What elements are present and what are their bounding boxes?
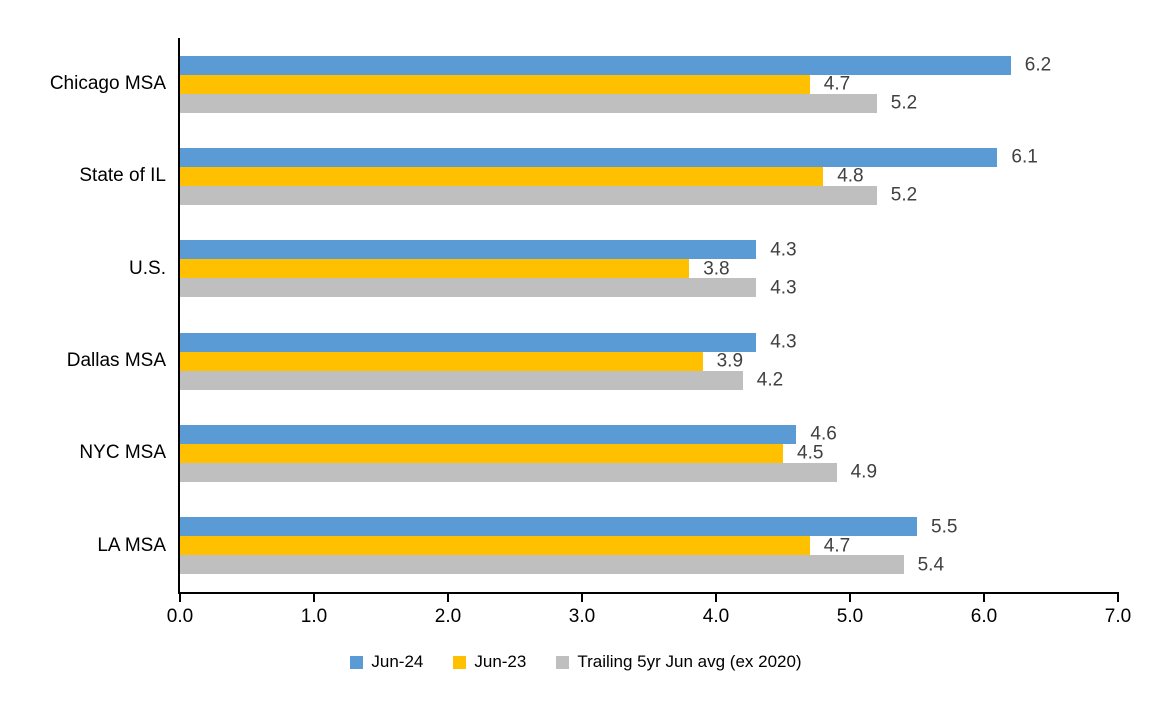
bar-row: 4.7 xyxy=(180,73,1118,95)
legend-item-jun-24: Jun-24 xyxy=(350,652,423,672)
bar-group-chicago-msa: 6.2 4.7 5.2 xyxy=(180,38,1118,130)
bar-row: 4.2 xyxy=(180,369,1118,391)
bar-row: 5.4 xyxy=(180,554,1118,576)
bar-jun-24-state-of-il xyxy=(180,147,998,167)
legend-label-trailing-5yr-jun-avg-ex-2020: Trailing 5yr Jun avg (ex 2020) xyxy=(577,652,802,671)
bar-trailing-5yr-jun-avg-ex-2020-state-of-il xyxy=(180,185,877,205)
data-label-jun-23-la-msa: 4.7 xyxy=(823,535,851,557)
category-label-nyc-msa: NYC MSA xyxy=(79,442,166,464)
data-label-jun-23-nyc-msa: 4.5 xyxy=(797,442,824,464)
category-label-la-msa: LA MSA xyxy=(97,534,166,556)
legend-label-jun-23: Jun-23 xyxy=(474,652,527,671)
bar-row: 4.7 xyxy=(180,535,1118,557)
x-axis-line xyxy=(178,592,1119,594)
bar-trailing-5yr-jun-avg-ex-2020-chicago-msa xyxy=(180,93,877,113)
bar-row: 4.5 xyxy=(180,442,1118,464)
x-tick-7-0 xyxy=(1117,594,1119,602)
bar-group-la-msa: 5.5 4.7 5.4 xyxy=(180,500,1118,592)
x-tick-label-4-0: 4.0 xyxy=(702,606,730,627)
bar-jun-23-u-s xyxy=(180,259,690,279)
bar-group-state-of-il: 6.1 4.8 5.2 xyxy=(180,130,1118,222)
data-label-trailing-5yr-jun-avg-ex-2020-la-msa: 5.4 xyxy=(917,554,945,576)
bar-trailing-5yr-jun-avg-ex-2020-dallas-msa xyxy=(180,370,743,390)
legend-swatch-icon xyxy=(453,655,467,669)
bar-jun-24-dallas-msa xyxy=(180,332,757,352)
bar-jun-23-nyc-msa xyxy=(180,443,783,463)
x-tick-label-1-0: 1.0 xyxy=(300,606,328,627)
data-label-trailing-5yr-jun-avg-ex-2020-chicago-msa: 5.2 xyxy=(890,92,918,114)
data-label-jun-24-dallas-msa: 4.3 xyxy=(770,331,797,353)
legend-swatch-icon xyxy=(556,655,570,669)
x-tick-label-7-0: 7.0 xyxy=(1104,606,1132,627)
x-tick-3-0 xyxy=(581,594,583,602)
data-label-jun-23-state-of-il: 4.8 xyxy=(837,165,864,187)
y-axis-line xyxy=(178,38,180,594)
bar-group-u-s: 4.3 3.8 4.3 xyxy=(180,223,1118,315)
data-label-jun-24-la-msa: 5.5 xyxy=(931,516,958,538)
bar-row: 4.9 xyxy=(180,461,1118,483)
data-label-trailing-5yr-jun-avg-ex-2020-nyc-msa: 4.9 xyxy=(850,461,878,483)
bar-jun-23-dallas-msa xyxy=(180,351,703,371)
bar-row: 4.3 xyxy=(180,239,1118,261)
category-label-u-s: U.S. xyxy=(129,257,166,279)
data-label-jun-23-u-s: 3.8 xyxy=(703,258,730,280)
x-tick-label-5-0: 5.0 xyxy=(836,606,864,627)
category-label-dallas-msa: Dallas MSA xyxy=(66,350,166,372)
bar-group-nyc-msa: 4.6 4.5 4.9 xyxy=(180,407,1118,499)
bar-row: 4.3 xyxy=(180,277,1118,299)
legend-swatch-icon xyxy=(350,655,364,669)
bar-jun-24-chicago-msa xyxy=(180,55,1011,75)
data-label-trailing-5yr-jun-avg-ex-2020-state-of-il: 5.2 xyxy=(890,184,918,206)
x-tick-1-0 xyxy=(312,594,315,602)
bar-trailing-5yr-jun-avg-ex-2020-nyc-msa xyxy=(180,462,837,482)
legend-label-jun-24: Jun-24 xyxy=(371,652,424,671)
bar-row: 5.5 xyxy=(180,516,1118,538)
bar-jun-24-la-msa xyxy=(180,517,917,537)
data-label-jun-23-dallas-msa: 3.9 xyxy=(716,350,744,372)
bar-jun-23-chicago-msa xyxy=(180,74,810,94)
x-tick-5-0 xyxy=(849,594,851,602)
legend: Jun-24 Jun-23 Trailing 5yr Jun avg (ex 202… xyxy=(0,652,1152,672)
x-axis-tick-labels: 0.0 1.0 2.0 3.0 4.0 5.0 6.0 7.0 xyxy=(167,606,1131,630)
data-label-jun-24-u-s: 4.3 xyxy=(770,239,797,261)
bar-jun-24-u-s xyxy=(180,240,757,260)
bar-trailing-5yr-jun-avg-ex-2020-la-msa xyxy=(180,555,904,575)
bar-jun-23-la-msa xyxy=(180,536,810,556)
data-label-trailing-5yr-jun-avg-ex-2020-dallas-msa: 4.2 xyxy=(756,369,784,391)
legend-item-trailing-5yr-jun-avg-ex-2020: Trailing 5yr Jun avg (ex 2020) xyxy=(556,652,802,672)
data-label-jun-23-chicago-msa: 4.7 xyxy=(823,73,851,95)
bar-row: 3.8 xyxy=(180,258,1118,280)
x-tick-6-0 xyxy=(983,594,985,602)
bar-row: 4.3 xyxy=(180,331,1118,353)
legend-item-jun-23: Jun-23 xyxy=(453,652,526,672)
x-tick-label-3-0: 3.0 xyxy=(568,606,596,627)
bar-row: 3.9 xyxy=(180,350,1118,372)
x-tick-label-2-0: 2.0 xyxy=(434,606,462,627)
bar-group-dallas-msa: 4.3 3.9 4.2 xyxy=(180,315,1118,407)
category-axis-labels: Chicago MSA State of IL U.S. Dallas MSA NYC … xyxy=(0,38,166,592)
x-tick-2-0 xyxy=(446,594,449,602)
x-tick-label-0-0: 0.0 xyxy=(166,606,194,627)
data-label-jun-24-state-of-il: 6.1 xyxy=(1011,146,1038,168)
data-label-jun-24-nyc-msa: 4.6 xyxy=(810,423,837,445)
plot-area: 6.2 4.7 5.2 6.1 4.8 5.2 4.3 3.8 4.3 4.3 3.9 4.2 4.6 4… xyxy=(180,38,1118,592)
bar-row: 5.2 xyxy=(180,92,1118,114)
data-label-trailing-5yr-jun-avg-ex-2020-u-s: 4.3 xyxy=(770,277,797,299)
bar-row: 4.8 xyxy=(180,165,1118,187)
bar-row: 6.1 xyxy=(180,146,1118,168)
category-label-chicago-msa: Chicago MSA xyxy=(49,73,166,95)
x-tick-label-6-0: 6.0 xyxy=(970,606,998,627)
bar-trailing-5yr-jun-avg-ex-2020-u-s xyxy=(180,278,757,298)
x-axis-ticks xyxy=(179,594,1119,602)
x-tick-4-0 xyxy=(714,594,717,602)
x-tick-0-0 xyxy=(179,594,181,602)
bar-jun-23-state-of-il xyxy=(180,166,824,186)
bar-jun-24-nyc-msa xyxy=(180,424,797,444)
bar-row: 6.2 xyxy=(180,54,1118,76)
bar-row: 4.6 xyxy=(180,423,1118,445)
bar-row: 5.2 xyxy=(180,184,1118,206)
data-label-jun-24-chicago-msa: 6.2 xyxy=(1024,54,1052,76)
category-label-state-of-il: State of IL xyxy=(79,165,166,187)
